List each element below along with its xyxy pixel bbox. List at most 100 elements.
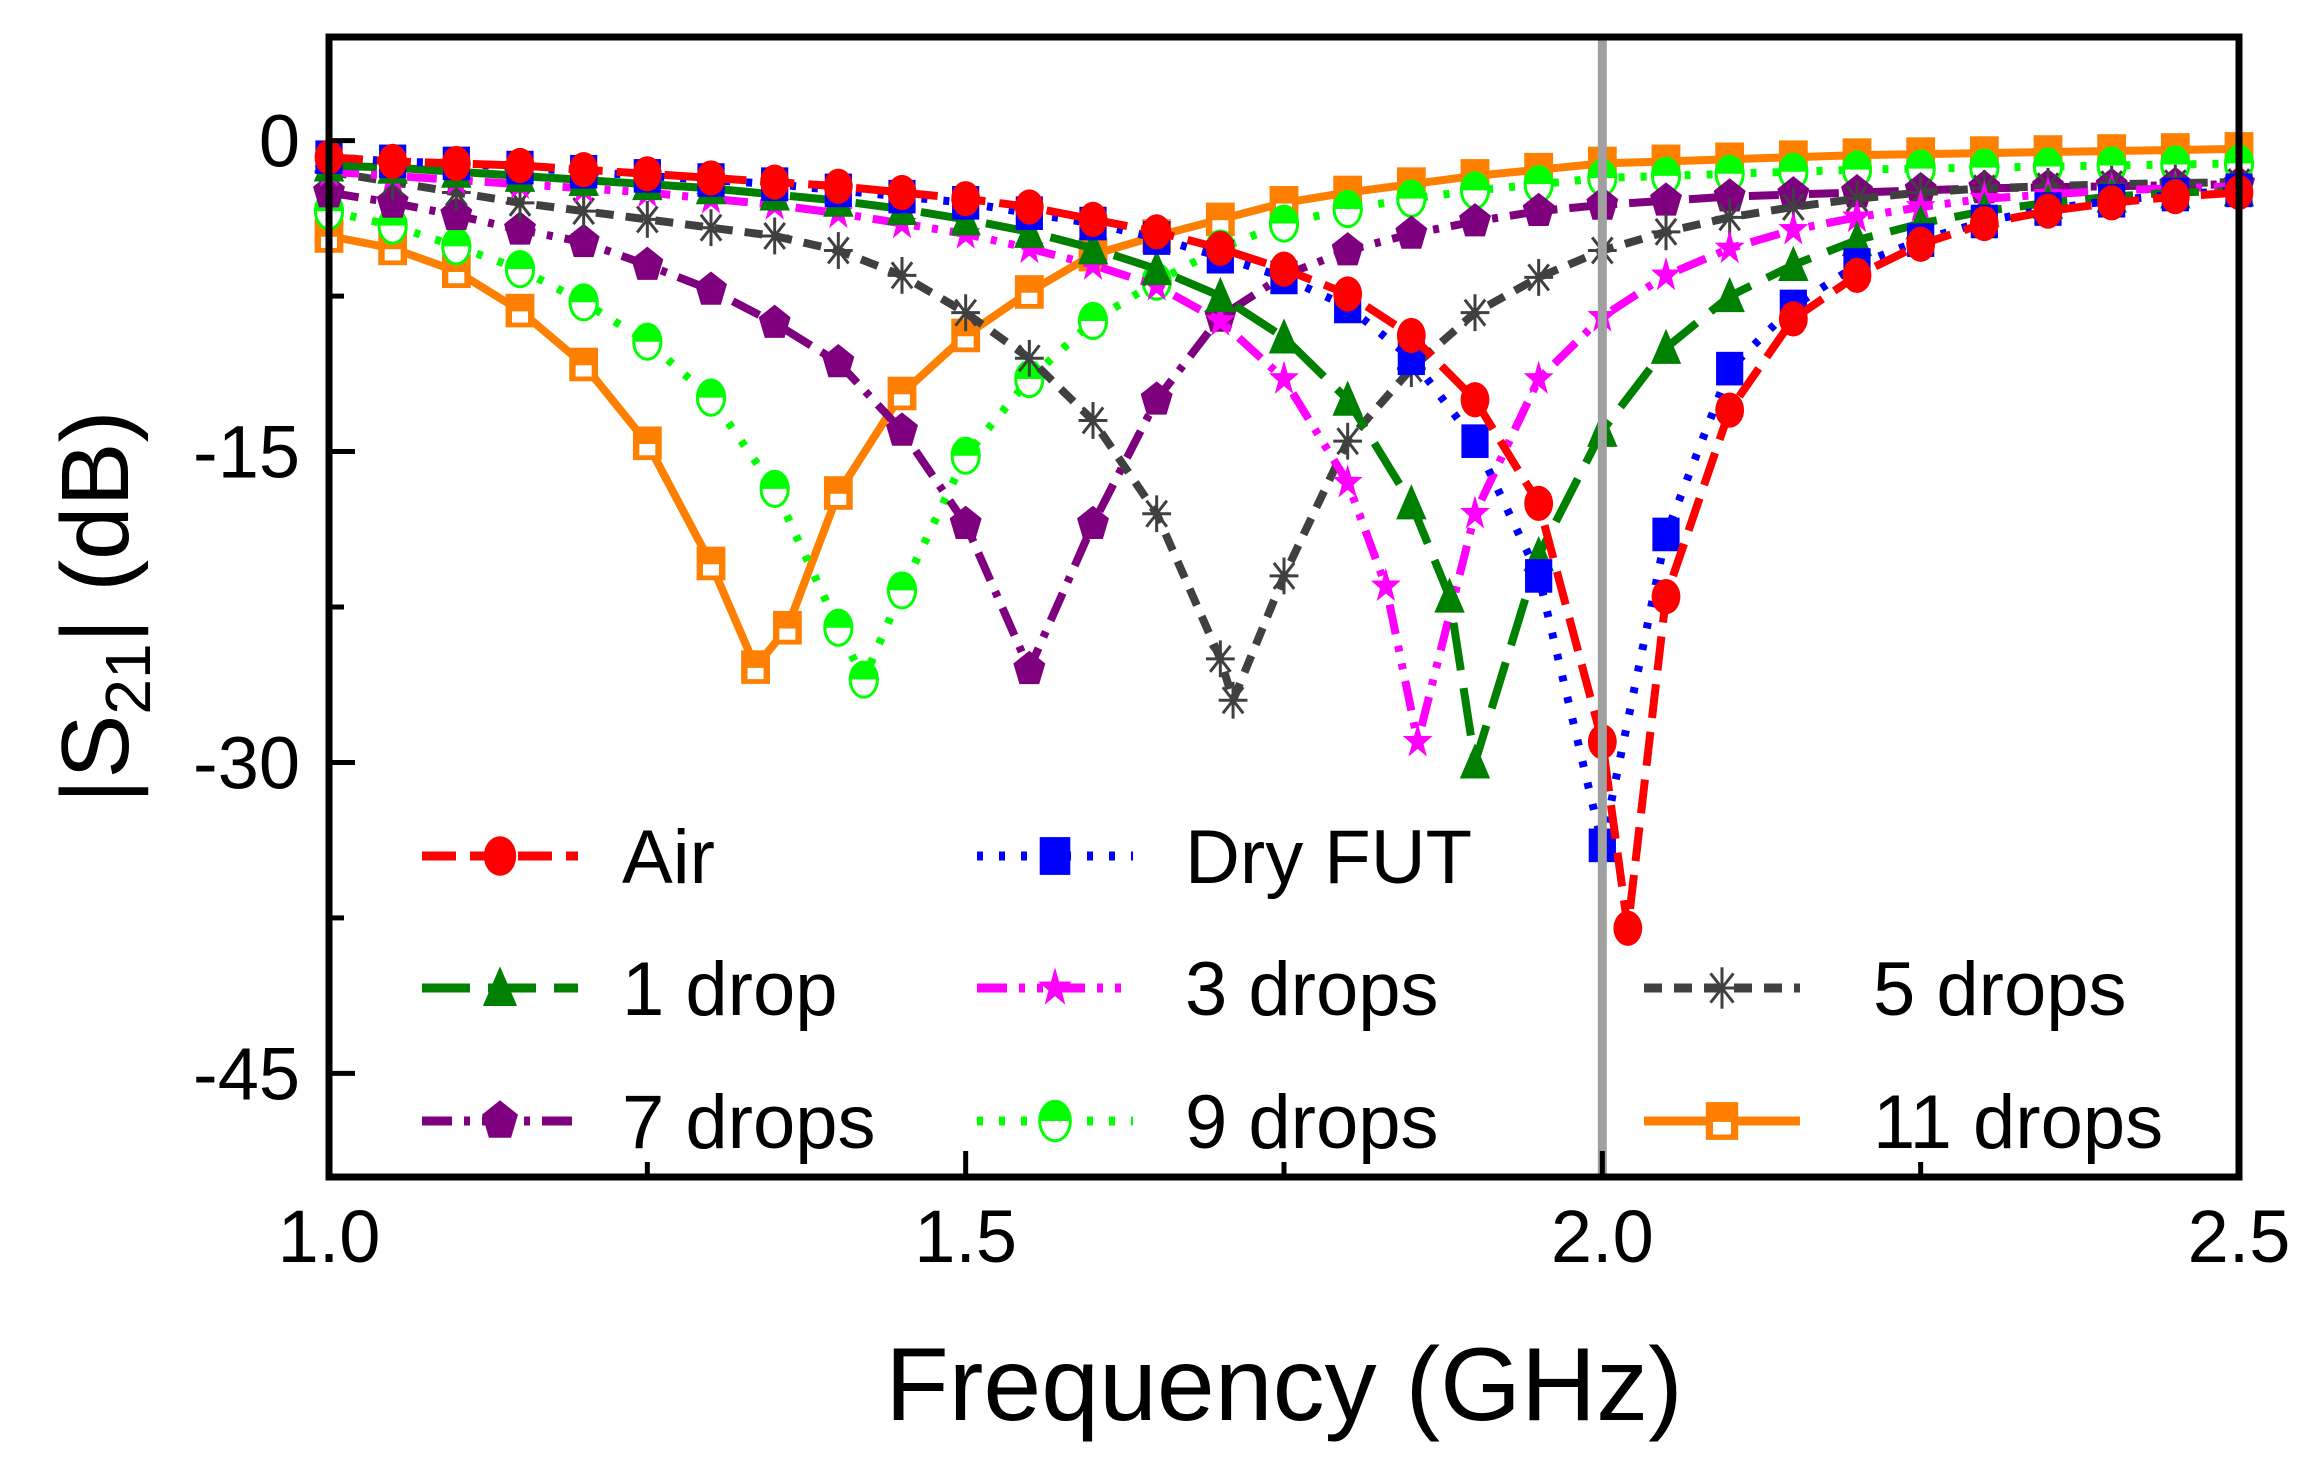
circle-marker bbox=[1969, 205, 1999, 242]
circle-marker bbox=[1613, 910, 1643, 946]
star-marker bbox=[1460, 495, 1490, 529]
y-axis-title: |S21| (dB) bbox=[42, 410, 164, 803]
star-marker bbox=[1402, 723, 1433, 757]
halfcircle-marker bbox=[1332, 189, 1363, 229]
asterisk-marker bbox=[951, 294, 981, 332]
square-marker bbox=[1039, 837, 1071, 875]
halfcircle-marker bbox=[848, 660, 879, 699]
legend-label: 11 drops bbox=[1873, 1080, 2163, 1165]
circle-marker bbox=[1269, 251, 1299, 287]
pentagon-marker bbox=[886, 412, 918, 446]
opensquare-marker bbox=[569, 347, 599, 382]
triangle-marker bbox=[1014, 212, 1045, 248]
halfcircle-marker bbox=[886, 571, 918, 610]
asterisk-marker bbox=[1778, 188, 1808, 226]
circle-marker bbox=[441, 145, 471, 182]
triangle-marker bbox=[1714, 276, 1745, 313]
pentagon-marker bbox=[1331, 232, 1364, 266]
pentagon-marker bbox=[949, 505, 982, 539]
halfcircle-marker bbox=[441, 227, 472, 266]
asterisk-marker bbox=[1333, 422, 1363, 460]
circle-marker bbox=[1014, 189, 1044, 225]
asterisk-marker bbox=[1524, 259, 1554, 296]
asterisk-marker bbox=[1651, 213, 1681, 251]
triangle-marker bbox=[1396, 484, 1427, 520]
pentagon-marker bbox=[695, 271, 727, 305]
circle-marker bbox=[1333, 276, 1363, 312]
pentagon-marker bbox=[1522, 192, 1555, 226]
circle-marker bbox=[951, 181, 981, 217]
square-marker bbox=[1652, 517, 1680, 552]
opensquare-marker bbox=[741, 650, 770, 684]
circle-marker bbox=[505, 147, 535, 184]
halfcircle-marker bbox=[568, 283, 599, 322]
triangle-marker bbox=[1778, 245, 1809, 281]
legend-label: Air bbox=[622, 815, 715, 900]
legend-item-3-drops: 3 drops bbox=[977, 947, 1439, 1032]
y-axis-title-subscript: 21 bbox=[92, 643, 164, 714]
legend-label: 1 drop bbox=[622, 947, 838, 1032]
opensquare-marker bbox=[1014, 275, 1044, 309]
pentagon-marker bbox=[482, 1100, 518, 1138]
halfcircle-marker bbox=[504, 250, 536, 289]
circle-marker bbox=[760, 164, 790, 200]
legend: Air Dry FUT 1 drop 3 drops 5 drops 7 drops 9 d… bbox=[422, 815, 2163, 1165]
x-axis-title: Frequency (GHz) bbox=[885, 1327, 1683, 1443]
asterisk-marker bbox=[1715, 198, 1745, 236]
legend-item-dry-fut: Dry FUT bbox=[977, 815, 1472, 900]
legend-label: 3 drops bbox=[1185, 947, 1439, 1032]
y-tick-label: 0 bbox=[259, 100, 300, 183]
star-marker bbox=[1269, 360, 1299, 394]
series-3-drops bbox=[314, 153, 2254, 757]
y-tick-label: -15 bbox=[193, 411, 300, 494]
opensquare-marker bbox=[823, 476, 853, 510]
pentagon-marker bbox=[1013, 650, 1046, 685]
star-marker bbox=[1778, 211, 1809, 245]
y-axis-title-tail: | (dB) bbox=[42, 410, 149, 643]
opensquare-marker bbox=[1705, 1102, 1739, 1140]
halfcircle-marker bbox=[823, 608, 854, 647]
axis-ticks: 1.0 1.5 2.0 2.5 0 -15 -30 -45 bbox=[193, 100, 2290, 1278]
triangle-marker bbox=[482, 966, 518, 1006]
asterisk-marker bbox=[1078, 402, 1108, 439]
triangle-marker bbox=[1141, 249, 1172, 286]
halfcircle-marker bbox=[1714, 154, 1745, 193]
circle-marker bbox=[823, 168, 853, 204]
circle-marker bbox=[1906, 226, 1936, 262]
asterisk-marker bbox=[1205, 640, 1235, 678]
opensquare-marker bbox=[773, 610, 802, 645]
circle-marker bbox=[569, 152, 599, 188]
series-9-drops bbox=[313, 144, 2255, 699]
triangle-marker bbox=[1205, 276, 1236, 313]
pentagon-marker bbox=[1395, 215, 1428, 249]
asterisk-marker bbox=[760, 217, 790, 255]
y-axis-title-main: |S bbox=[42, 715, 149, 804]
plot-frame bbox=[325, 33, 2243, 1181]
pentagon-marker bbox=[822, 344, 855, 378]
series-line bbox=[328, 167, 2240, 705]
triangle-marker bbox=[1268, 318, 1300, 354]
triangle-marker bbox=[1077, 229, 1109, 265]
x-tick-label: 1.0 bbox=[278, 1195, 381, 1278]
halfcircle-marker bbox=[1077, 301, 1109, 341]
opensquare-marker bbox=[632, 426, 662, 461]
asterisk-marker bbox=[1705, 967, 1739, 1009]
circle-marker bbox=[632, 156, 662, 192]
circle-marker bbox=[1524, 485, 1554, 521]
legend-item-1-drop: 1 drop bbox=[422, 947, 838, 1032]
circle-marker bbox=[2097, 185, 2127, 221]
circle-marker bbox=[483, 836, 517, 876]
asterisk-marker bbox=[1218, 681, 1248, 719]
triangle-marker bbox=[1332, 380, 1363, 416]
pentagon-marker bbox=[1650, 182, 1682, 216]
halfcircle-marker bbox=[632, 322, 663, 361]
pentagon-marker bbox=[504, 211, 536, 245]
y-tick-label: -45 bbox=[193, 1032, 300, 1115]
opensquare-marker bbox=[887, 376, 917, 411]
asterisk-marker bbox=[632, 201, 662, 238]
pentagon-marker bbox=[1459, 203, 1491, 237]
star-marker bbox=[1842, 198, 1872, 233]
pentagon-marker bbox=[1713, 178, 1746, 212]
halfcircle-marker bbox=[1396, 179, 1427, 218]
